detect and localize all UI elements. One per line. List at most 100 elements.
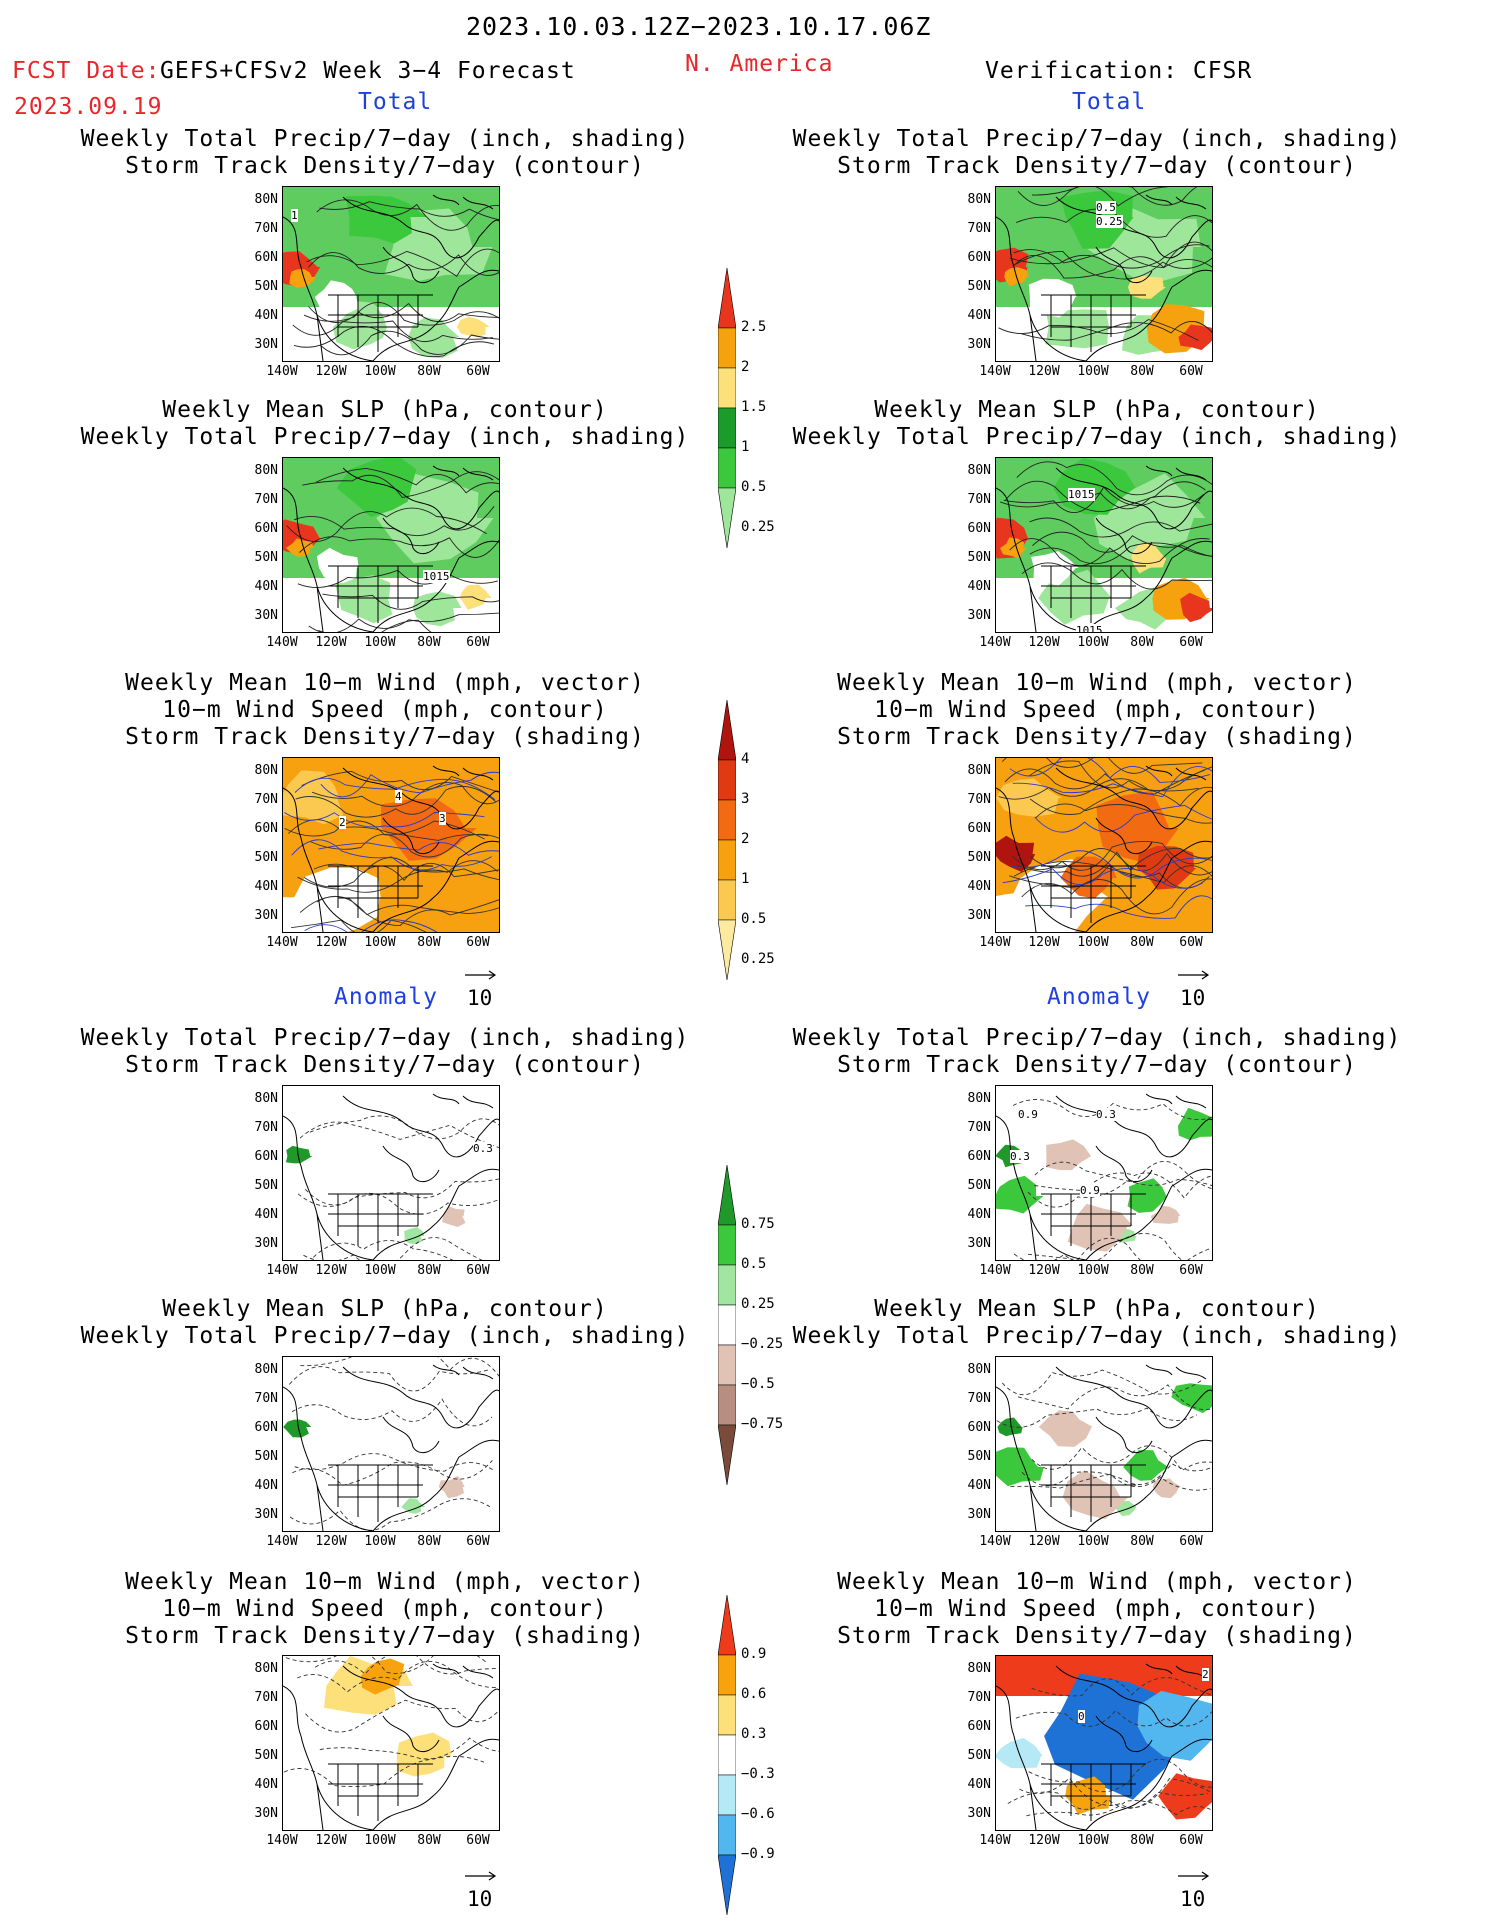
colorbar-swatch bbox=[717, 367, 737, 409]
verif-total-wind-title: Weekly Mean 10−m Wind (mph, vector) 10−m … bbox=[737, 670, 1457, 751]
precip-anom-pos bbox=[285, 1145, 313, 1164]
lon-tick-label: 140W bbox=[266, 935, 298, 950]
colorbar-label: 0.3 bbox=[741, 1726, 767, 1742]
lat-tick-label: 30N bbox=[254, 1236, 278, 1251]
colorbar-swatch bbox=[717, 327, 737, 369]
precip-anom-neg bbox=[1150, 1205, 1181, 1224]
colorbar-swatch bbox=[717, 699, 737, 761]
colorbar-label: 0.6 bbox=[741, 1686, 767, 1702]
colorbar-swatch bbox=[717, 1264, 737, 1306]
lon-tick-label: 100W bbox=[1077, 635, 1109, 650]
lat-tick-label: 40N bbox=[254, 579, 278, 594]
contour-label: 1015 bbox=[1076, 624, 1103, 632]
coastlines bbox=[996, 1364, 1212, 1531]
precip-heavy bbox=[1180, 592, 1212, 623]
lat-tick-label: 50N bbox=[967, 850, 991, 865]
section-anomaly-left: Anomaly bbox=[334, 984, 438, 1010]
panel-title-line: Storm Track Density/7−day (shading) bbox=[125, 1623, 645, 1649]
fcst-anom-slp-map bbox=[282, 1356, 500, 1532]
fcst-anom-wind-title: Weekly Mean 10−m Wind (mph, vector) 10−m … bbox=[25, 1569, 745, 1650]
vector-reference-value: 10 bbox=[467, 986, 493, 1010]
verif-anom-slp-title: Weekly Mean SLP (hPa, contour) Weekly Tot… bbox=[737, 1296, 1457, 1350]
lon-tick-label: 140W bbox=[266, 364, 298, 379]
verif-total-precip-map: 0.5 0.25 bbox=[995, 186, 1213, 362]
lat-tick-label: 70N bbox=[967, 792, 991, 807]
lon-tick-label: 80W bbox=[417, 364, 441, 379]
lat-tick-label: 40N bbox=[967, 1777, 991, 1792]
lat-tick-label: 80N bbox=[967, 1661, 991, 1676]
lon-tick-label: 120W bbox=[315, 1833, 347, 1848]
lat-tick-label: 30N bbox=[254, 1507, 278, 1522]
lon-tick-label: 120W bbox=[315, 1534, 347, 1549]
colorbar-swatch bbox=[717, 1304, 737, 1346]
lon-tick-label: 140W bbox=[979, 635, 1011, 650]
lat-tick-label: 80N bbox=[967, 1362, 991, 1377]
precip-anom-pos bbox=[1127, 1178, 1168, 1213]
lon-tick-label: 60W bbox=[466, 1263, 490, 1278]
panel-title-line: Weekly Total Precip/7−day (inch, shading… bbox=[80, 126, 690, 152]
lat-tick-label: 50N bbox=[254, 850, 278, 865]
storm-med bbox=[283, 770, 344, 825]
precip-anom-neg bbox=[442, 1206, 466, 1227]
precip-anom-pos bbox=[997, 1417, 1023, 1437]
colorbar-swatch bbox=[717, 1694, 737, 1736]
lat-tick-label: 80N bbox=[967, 1091, 991, 1106]
lon-tick-label: 100W bbox=[1077, 364, 1109, 379]
panel-title-line: Weekly Total Precip/7−day (inch, shading… bbox=[80, 1025, 690, 1051]
colorbar-storm-anomaly bbox=[717, 1594, 737, 1919]
lon-tick-label: 120W bbox=[1028, 1263, 1060, 1278]
lat-tick-label: 30N bbox=[254, 1806, 278, 1821]
vector-reference-value: 10 bbox=[1180, 1887, 1206, 1911]
colorbar-swatch bbox=[717, 487, 737, 549]
lon-tick-label: 80W bbox=[1130, 1263, 1154, 1278]
lon-tick-label: 100W bbox=[364, 935, 396, 950]
lon-tick-label: 100W bbox=[364, 364, 396, 379]
colorbar-label: 0.5 bbox=[741, 911, 767, 927]
lat-tick-label: 40N bbox=[254, 879, 278, 894]
vector-reference-value: 10 bbox=[1180, 986, 1206, 1010]
colorbar-label: 3 bbox=[741, 791, 750, 807]
coastlines bbox=[283, 194, 499, 361]
storm-anom-pos bbox=[1158, 1773, 1212, 1820]
contour-lines bbox=[1002, 758, 1212, 919]
colorbar-swatch bbox=[717, 799, 737, 841]
arrow-icon bbox=[465, 970, 497, 980]
lat-tick-label: 40N bbox=[254, 308, 278, 323]
precip-med bbox=[457, 316, 491, 338]
lon-tick-label: 120W bbox=[315, 364, 347, 379]
lat-tick-label: 60N bbox=[967, 250, 991, 265]
arrow-icon bbox=[1178, 1871, 1210, 1881]
lat-tick-label: 50N bbox=[967, 1748, 991, 1763]
lon-tick-label: 120W bbox=[1028, 1833, 1060, 1848]
panel-title-line: Storm Track Density/7−day (contour) bbox=[125, 153, 645, 179]
lat-tick-label: 80N bbox=[254, 192, 278, 207]
storm-none bbox=[283, 883, 343, 932]
lon-tick-label: 140W bbox=[979, 1263, 1011, 1278]
lon-tick-label: 140W bbox=[266, 1534, 298, 1549]
lon-tick-label: 80W bbox=[417, 1833, 441, 1848]
lon-tick-label: 80W bbox=[1130, 1534, 1154, 1549]
colorbar-label: 0.25 bbox=[741, 1296, 775, 1312]
precip-anom-neg bbox=[1067, 1203, 1134, 1252]
lon-tick-label: 100W bbox=[1077, 1833, 1109, 1848]
contour-label: 1015 bbox=[1068, 488, 1095, 501]
lon-tick-label: 60W bbox=[466, 635, 490, 650]
lat-tick-label: 30N bbox=[254, 908, 278, 923]
lat-tick-label: 50N bbox=[967, 550, 991, 565]
precip-heavy bbox=[1178, 324, 1212, 351]
colorbar-label: 1 bbox=[741, 871, 750, 887]
colorbar-label: 0.5 bbox=[741, 479, 767, 495]
lat-tick-label: 70N bbox=[254, 792, 278, 807]
colorbar-swatch bbox=[717, 267, 737, 329]
panel-title-line: Storm Track Density/7−day (shading) bbox=[837, 724, 1357, 750]
colorbar-swatch bbox=[717, 447, 737, 489]
vector-reference: 10 bbox=[463, 962, 499, 1010]
panel-title-line: Weekly Mean 10−m Wind (mph, vector) bbox=[125, 1569, 645, 1595]
verif-total-wind-map bbox=[995, 757, 1213, 933]
coastlines bbox=[996, 465, 1212, 632]
lat-tick-label: 30N bbox=[254, 337, 278, 352]
contour-lines bbox=[998, 187, 1212, 341]
colorbar-label: 1 bbox=[741, 439, 750, 455]
precip-none bbox=[314, 280, 359, 317]
lat-tick-label: 70N bbox=[254, 1690, 278, 1705]
